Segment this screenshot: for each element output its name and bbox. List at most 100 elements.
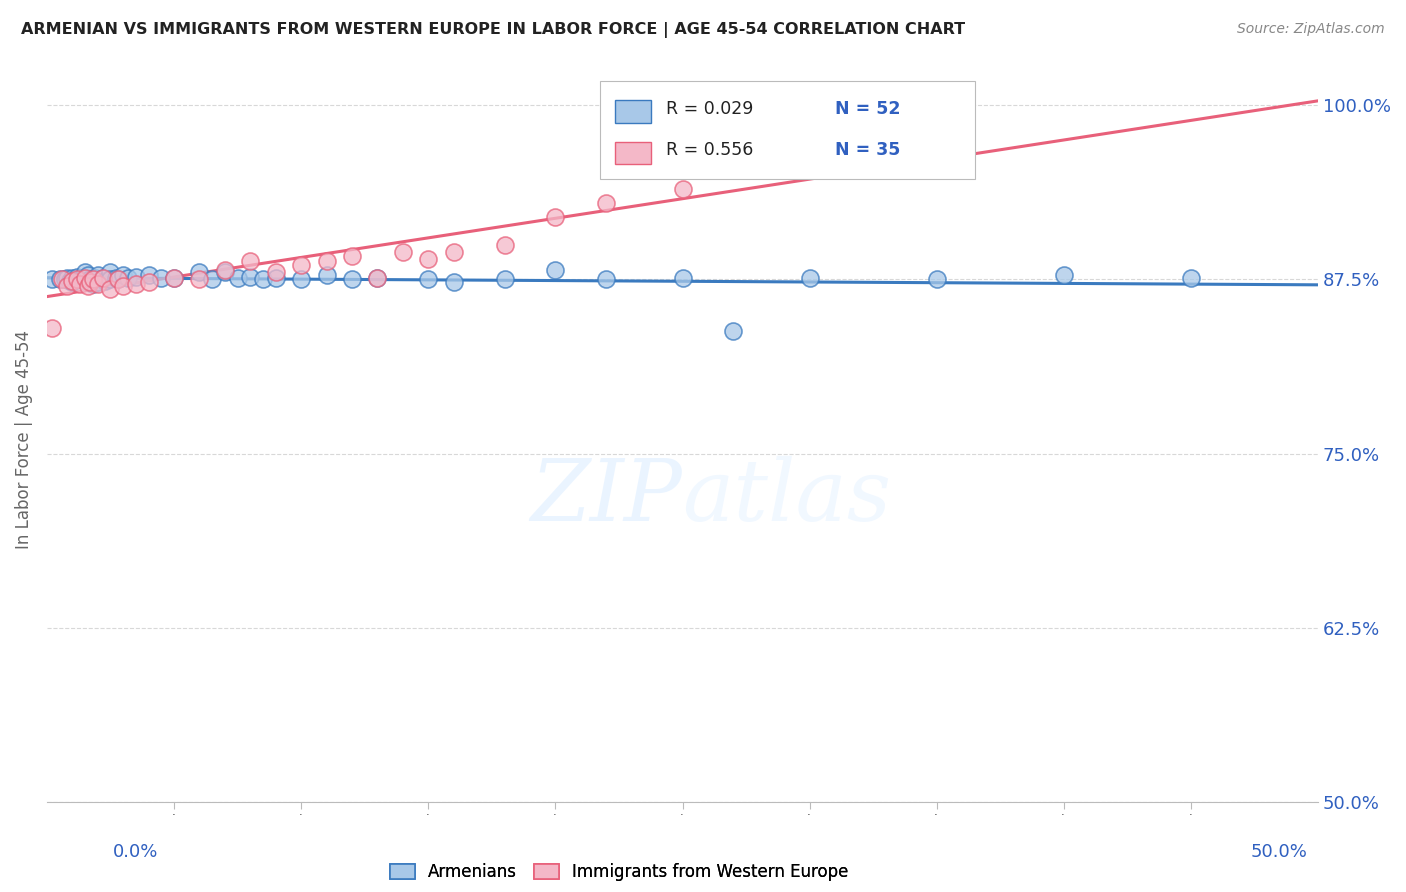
Point [723, 324, 745, 338]
Point [112, 268, 135, 283]
Point [340, 272, 363, 286]
Text: Source: ZipAtlas.com: Source: ZipAtlas.com [1237, 22, 1385, 37]
Text: R = 0.556: R = 0.556 [666, 141, 754, 159]
Point [41, 321, 63, 335]
Legend: Armenians, Immigrants from Western Europe: Armenians, Immigrants from Western Europ… [382, 856, 855, 888]
Point [188, 272, 211, 286]
Point [150, 271, 173, 285]
Point [79, 275, 101, 289]
Point [1053, 268, 1076, 283]
Point [290, 259, 312, 273]
Point [290, 272, 312, 286]
Point [117, 271, 139, 285]
Point [595, 272, 617, 286]
Point [69, 272, 91, 286]
Point [264, 265, 287, 279]
Point [418, 252, 440, 266]
Point [66, 269, 89, 284]
Point [73, 274, 96, 288]
Point [48, 272, 70, 286]
Point [773, 154, 796, 169]
Point [104, 271, 127, 285]
Point [315, 254, 337, 268]
Point [226, 271, 249, 285]
Text: ZIP: ZIP [530, 456, 682, 539]
Point [125, 269, 148, 284]
Point [72, 271, 94, 285]
Point [214, 265, 236, 279]
Point [494, 237, 516, 252]
Point [41, 272, 63, 286]
Point [56, 271, 79, 285]
Point [82, 272, 104, 286]
Point [201, 272, 224, 286]
Point [595, 195, 617, 210]
Point [544, 262, 567, 277]
Point [252, 272, 274, 286]
FancyBboxPatch shape [616, 100, 651, 123]
Point [239, 254, 262, 268]
Point [51, 272, 73, 286]
Text: N = 52: N = 52 [835, 100, 901, 118]
Point [60, 274, 83, 288]
Point [443, 244, 465, 259]
Point [443, 275, 465, 289]
Point [163, 271, 186, 285]
Point [87, 268, 110, 283]
Point [87, 277, 110, 291]
Point [73, 265, 96, 279]
Point [723, 161, 745, 175]
Point [59, 274, 82, 288]
Point [163, 271, 186, 285]
Point [79, 272, 101, 286]
Text: 50.0%: 50.0% [1251, 843, 1308, 861]
Text: ARMENIAN VS IMMIGRANTS FROM WESTERN EUROPE IN LABOR FORCE | AGE 45-54 CORRELATIO: ARMENIAN VS IMMIGRANTS FROM WESTERN EURO… [21, 22, 965, 38]
Point [87, 275, 110, 289]
Point [544, 210, 567, 224]
Point [76, 268, 98, 283]
Point [100, 265, 122, 279]
Point [53, 272, 76, 286]
FancyBboxPatch shape [600, 81, 974, 178]
Point [366, 271, 388, 285]
Point [188, 265, 211, 279]
Point [60, 275, 83, 289]
Point [60, 271, 83, 285]
Point [73, 271, 96, 285]
Point [418, 272, 440, 286]
Point [125, 277, 148, 291]
Point [94, 274, 117, 288]
Point [56, 279, 79, 293]
Y-axis label: In Labor Force | Age 45-54: In Labor Force | Age 45-54 [15, 330, 32, 549]
Text: atlas: atlas [682, 456, 891, 539]
Point [494, 272, 516, 286]
Point [264, 271, 287, 285]
Point [84, 271, 107, 285]
Text: 0.0%: 0.0% [112, 843, 157, 861]
Point [100, 272, 122, 286]
Point [214, 262, 236, 277]
Point [340, 249, 363, 263]
Point [315, 268, 337, 283]
Point [1180, 271, 1202, 285]
Point [239, 269, 262, 284]
Point [91, 271, 114, 285]
Point [107, 272, 129, 286]
Point [69, 277, 91, 291]
Point [671, 271, 693, 285]
Point [671, 182, 693, 196]
FancyBboxPatch shape [616, 142, 651, 164]
Point [112, 279, 135, 293]
Point [66, 272, 89, 286]
Point [925, 272, 948, 286]
Point [100, 282, 122, 296]
Text: N = 35: N = 35 [835, 141, 900, 159]
Point [82, 277, 104, 291]
Point [91, 271, 114, 285]
Point [76, 279, 98, 293]
Point [138, 275, 160, 289]
Point [366, 271, 388, 285]
Point [138, 268, 160, 283]
Point [107, 272, 129, 286]
Point [799, 271, 821, 285]
